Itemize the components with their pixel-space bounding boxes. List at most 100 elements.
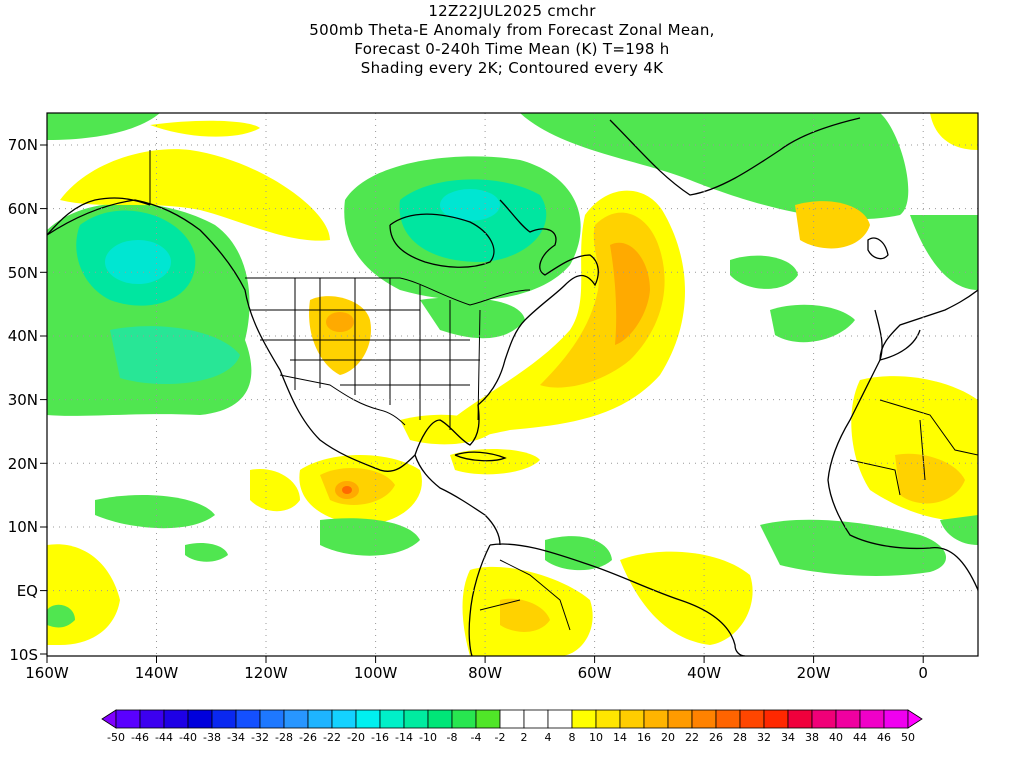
colorbar-swatch <box>283 709 309 729</box>
lat-label: 50N <box>8 264 38 282</box>
colorbar-label: -46 <box>131 731 149 744</box>
colorbar-swatch <box>595 709 621 729</box>
colorbar-swatch <box>355 709 381 729</box>
coast-greenland <box>609 117 861 196</box>
colorbar-swatch <box>763 709 789 729</box>
us-southwest-warm <box>309 296 371 375</box>
latitude-labels: 70N 60N 50N 40N 30N 20N 10N EQ 10S <box>8 136 38 664</box>
lon-label: 0 <box>918 664 928 682</box>
arctic-green-band <box>520 113 909 220</box>
great-lakes-green <box>420 297 525 339</box>
lat-label: EQ <box>17 582 38 600</box>
colorbar-arrow-low <box>101 709 117 729</box>
colorbar-label: -50 <box>107 731 125 744</box>
colorbar-swatch <box>619 709 645 729</box>
colorbar-label: 20 <box>661 731 675 744</box>
graticule <box>47 113 978 656</box>
ne-atlantic-yellow <box>795 201 870 249</box>
coast-cuba <box>454 451 507 462</box>
lon-label: 20W <box>797 664 831 682</box>
tropical-atlantic-green <box>545 536 612 571</box>
map-frame <box>46 112 979 657</box>
colorbar-swatch <box>139 709 165 729</box>
coast-central-america <box>414 454 501 546</box>
lon-label: 80W <box>468 664 502 682</box>
colorbar-swatch <box>307 709 333 729</box>
border-us-canada <box>245 277 531 306</box>
coast-africa <box>827 359 978 591</box>
title-run-id: 12Z22JUL2025 cmchr <box>428 2 596 20</box>
sahel-gold <box>895 453 965 504</box>
lat-label: 60N <box>8 200 38 218</box>
colorbar-label: -40 <box>179 731 197 744</box>
axis-ticks <box>40 144 924 663</box>
south-america-gold <box>500 598 550 632</box>
pacific-cyan-core <box>105 240 171 284</box>
arctic-green-left <box>47 113 160 140</box>
africa-green-band <box>760 519 947 576</box>
colorbar-swatch <box>859 709 885 729</box>
colorbar-swatch <box>523 709 549 729</box>
colorbar-label: 38 <box>805 731 819 744</box>
atlantic-orange-core <box>610 242 650 345</box>
colorbar-swatch <box>379 709 405 729</box>
africa-green-east <box>940 515 978 545</box>
colorbar-swatch <box>403 709 429 729</box>
colorbar-label: -8 <box>447 731 458 744</box>
colorbar-swatch <box>331 709 357 729</box>
colorbar-swatch <box>691 709 717 729</box>
colorbar-label: 2 <box>521 731 528 744</box>
colorbar-swatch <box>571 709 597 729</box>
colorbar-label: -2 <box>495 731 506 744</box>
lon-label: 120W <box>244 664 288 682</box>
lat-label: 30N <box>8 391 38 409</box>
mexico-red-core <box>342 486 352 494</box>
colorbar-swatch <box>835 709 861 729</box>
colorbar-label: 46 <box>877 731 891 744</box>
anomaly-shading <box>47 113 978 656</box>
lat-label: 70N <box>8 136 38 154</box>
colorbar-label: -22 <box>323 731 341 744</box>
border-us-mexico <box>279 374 406 426</box>
colorbar-label: -16 <box>371 731 389 744</box>
coast-iberia <box>874 309 921 361</box>
colorbar-swatch <box>739 709 765 729</box>
colorbar-label: -28 <box>275 731 293 744</box>
colorbar-label: -14 <box>395 731 413 744</box>
colorbar-label: 32 <box>757 731 771 744</box>
coast-south-america <box>489 543 746 656</box>
colorbar-swatch <box>715 709 741 729</box>
europe-green-patch <box>910 215 978 290</box>
colorbar-swatch <box>427 709 453 729</box>
coastlines <box>47 117 978 656</box>
colorbar-swatch <box>883 709 909 729</box>
coast-hudson-bay <box>389 213 495 268</box>
coast-north-america <box>47 199 599 472</box>
colorbar-label: -38 <box>203 731 221 744</box>
lon-label: 100W <box>354 664 398 682</box>
colorbar-swatch <box>235 709 261 729</box>
colorbar-label: -32 <box>251 731 269 744</box>
political-borders <box>149 150 978 631</box>
colorbar-label: 28 <box>733 731 747 744</box>
colorbar-label: -4 <box>471 731 482 744</box>
lon-label: 60W <box>578 664 612 682</box>
azores-green-2 <box>730 255 798 289</box>
colorbar: -50 -46 -44 -40 -38 -34 -32 -28 -26 -22 -20 -16 -14-… <box>101 709 923 744</box>
colorbar-swatch <box>475 709 501 729</box>
colorbar-label: 44 <box>853 731 867 744</box>
colorbar-label: 22 <box>685 731 699 744</box>
us-gulf-yellow <box>400 414 495 445</box>
colorbar-swatch <box>811 709 837 729</box>
colorbar-label: 50 <box>901 731 915 744</box>
south-america-borders <box>479 559 571 631</box>
pacific-teal-south <box>110 326 240 385</box>
colorbar-swatch <box>259 709 285 729</box>
us-southwest-orange <box>326 312 354 332</box>
colorbar-label: 34 <box>781 731 795 744</box>
colorbar-label: 26 <box>709 731 723 744</box>
colorbar-swatch <box>163 709 189 729</box>
colorbar-swatch <box>499 709 525 729</box>
colorbar-swatch <box>451 709 477 729</box>
